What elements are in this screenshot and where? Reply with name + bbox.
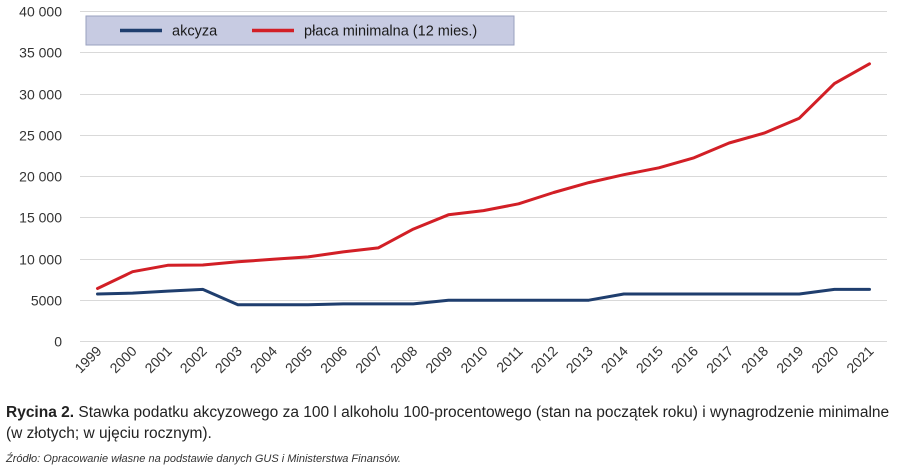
caption-label: Rycina 2. <box>6 404 75 421</box>
x-tick-label: 2009 <box>422 343 455 376</box>
y-tick-label: 10 000 <box>19 252 62 268</box>
x-tick-label: 1999 <box>71 343 104 376</box>
x-tick-label: 2006 <box>317 343 350 376</box>
figure-source: Źródło: Opracowanie własne na podstawie … <box>6 453 401 465</box>
x-tick-label: 2017 <box>703 343 736 376</box>
figure-caption: Rycina 2. Stawka podatku akcyzowego za 1… <box>6 402 896 444</box>
x-axis-ticks: 1999 2000 2001 2002 2003 2004 2005 2006 2007 2008… <box>71 343 876 376</box>
line-chart: 0 5000 10 000 15 000 20 000 25 000 30 000 35 00… <box>19 4 887 376</box>
x-tick-label: 2003 <box>212 343 245 376</box>
series-lines <box>96 62 871 307</box>
x-tick-label: 2016 <box>668 343 701 376</box>
y-tick-label: 30 000 <box>19 87 62 103</box>
x-tick-label: 2007 <box>352 343 385 376</box>
grid-lines <box>80 11 887 342</box>
x-tick-label: 2018 <box>738 343 771 376</box>
x-tick-label: 2015 <box>633 343 666 376</box>
y-axis-ticks: 0 5000 10 000 15 000 20 000 25 000 30 000 35 00… <box>19 4 62 350</box>
y-tick-label: 40 000 <box>19 4 62 20</box>
x-tick-label: 2012 <box>527 343 560 376</box>
x-tick-label: 2002 <box>177 343 210 376</box>
caption-text: Stawka podatku akcyzowego za 100 l alkoh… <box>6 404 890 442</box>
legend: akcyza płaca minimalna (12 mies.) <box>85 15 515 46</box>
legend-label-akcyza: akcyza <box>172 24 218 40</box>
x-tick-label: 2000 <box>106 343 139 376</box>
x-tick-label: 2010 <box>457 343 490 376</box>
y-tick-label: 5000 <box>31 293 62 309</box>
x-tick-label: 2013 <box>563 343 596 376</box>
legend-box <box>85 15 515 46</box>
x-tick-label: 2005 <box>282 343 315 376</box>
series-line-akcyza <box>96 287 871 307</box>
x-tick-label: 2001 <box>141 343 174 376</box>
x-tick-label: 2021 <box>843 343 876 376</box>
x-tick-label: 2004 <box>247 343 280 376</box>
x-tick-label: 2011 <box>493 343 526 376</box>
y-tick-label: 0 <box>54 334 62 350</box>
y-tick-label: 15 000 <box>19 210 62 226</box>
x-tick-label: 2008 <box>387 343 420 376</box>
y-tick-label: 25 000 <box>19 128 62 144</box>
x-tick-label: 2020 <box>808 343 841 376</box>
x-tick-label: 2014 <box>598 343 631 376</box>
x-tick-label: 2019 <box>773 343 806 376</box>
legend-label-placa-minimalna: płaca minimalna (12 mies.) <box>304 24 477 40</box>
y-tick-label: 20 000 <box>19 169 62 185</box>
y-tick-label: 35 000 <box>19 45 62 61</box>
